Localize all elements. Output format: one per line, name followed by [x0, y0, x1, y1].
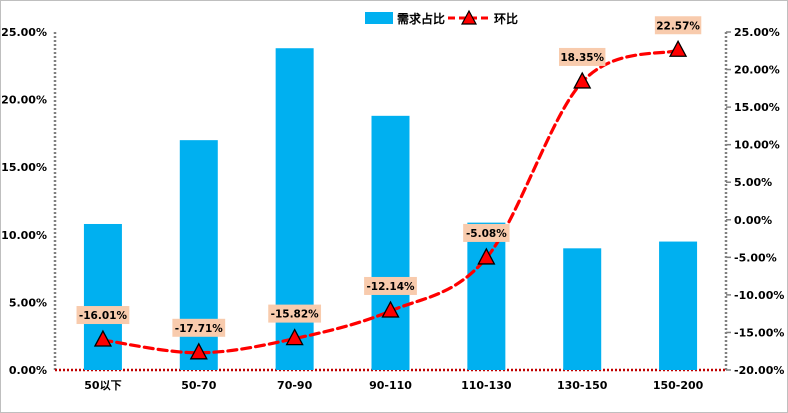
bar: [467, 222, 506, 370]
data-label: -15.82%: [271, 309, 320, 321]
data-label-box: [76, 306, 130, 325]
data-label-box: [654, 16, 702, 35]
triangle-marker: [381, 300, 400, 318]
category-label: 90-110: [369, 379, 412, 392]
bar: [83, 223, 122, 370]
data-label: 22.57%: [656, 20, 700, 32]
left-tick-label: 5.00%: [9, 296, 47, 309]
right-tick-label: -15.00%: [734, 326, 784, 339]
legend: 需求占比 环比: [365, 9, 518, 26]
data-label: -12.14%: [366, 281, 415, 293]
right-tick-label: 5.00%: [734, 176, 772, 189]
right-tick-label: -20.00%: [734, 364, 784, 377]
category-label: 130-150: [557, 379, 608, 392]
category-label: 110-130: [461, 379, 512, 392]
data-label-box: [463, 223, 510, 242]
bar: [659, 241, 698, 370]
right-tick-label: 0.00%: [734, 214, 772, 227]
bar: [371, 115, 410, 370]
category-label: 150-200: [653, 379, 704, 392]
triangle-marker: [285, 328, 304, 346]
legend-triangle-icon: [460, 9, 478, 25]
left-tick-label: 0.00%: [9, 364, 47, 377]
right-tick-label: 20.00%: [734, 64, 780, 77]
left-tick-label: 20.00%: [1, 94, 47, 107]
data-label: -17.71%: [175, 323, 224, 335]
data-label-box: [172, 318, 226, 337]
right-tick-label: -10.00%: [734, 289, 784, 302]
data-label: 18.35%: [560, 52, 604, 64]
triangle-marker: [477, 247, 496, 265]
data-label: -5.08%: [466, 228, 507, 240]
left-tick-label: 15.00%: [1, 161, 47, 174]
triangle-marker: [573, 71, 592, 89]
right-tick-label: 25.00%: [734, 26, 780, 39]
line-series: [93, 39, 688, 360]
bar: [563, 248, 602, 370]
right-tick-label: 15.00%: [734, 101, 780, 114]
triangle-marker: [93, 329, 113, 347]
category-label: 50-70: [181, 379, 217, 392]
data-label-box: [559, 47, 606, 66]
data-label-box: [268, 304, 322, 323]
data-label: -16.01%: [79, 310, 128, 322]
right-tick-label: 10.00%: [734, 139, 780, 152]
legend-line-label: 环比: [494, 11, 518, 26]
legend-bar-label: 需求占比: [397, 11, 445, 26]
triangle-marker: [668, 39, 688, 57]
triangle-marker: [189, 342, 208, 360]
category-label: 50以下: [84, 379, 121, 392]
category-label: 70-90: [277, 379, 313, 392]
right-tick-label: -5.00%: [734, 251, 777, 264]
left-tick-label: 10.00%: [1, 229, 47, 242]
legend-bar-swatch: [365, 12, 393, 24]
left-tick-label: 25.00%: [1, 26, 47, 39]
axes: 0.00% 5.00% 10.00% 15.00% 20.00% 25.00% -20.00…: [1, 26, 784, 392]
data-labels: -16.01% -17.71% -15.82% -12.14% -5.08% 18.35%…: [76, 16, 702, 337]
data-label-box: [364, 276, 417, 295]
